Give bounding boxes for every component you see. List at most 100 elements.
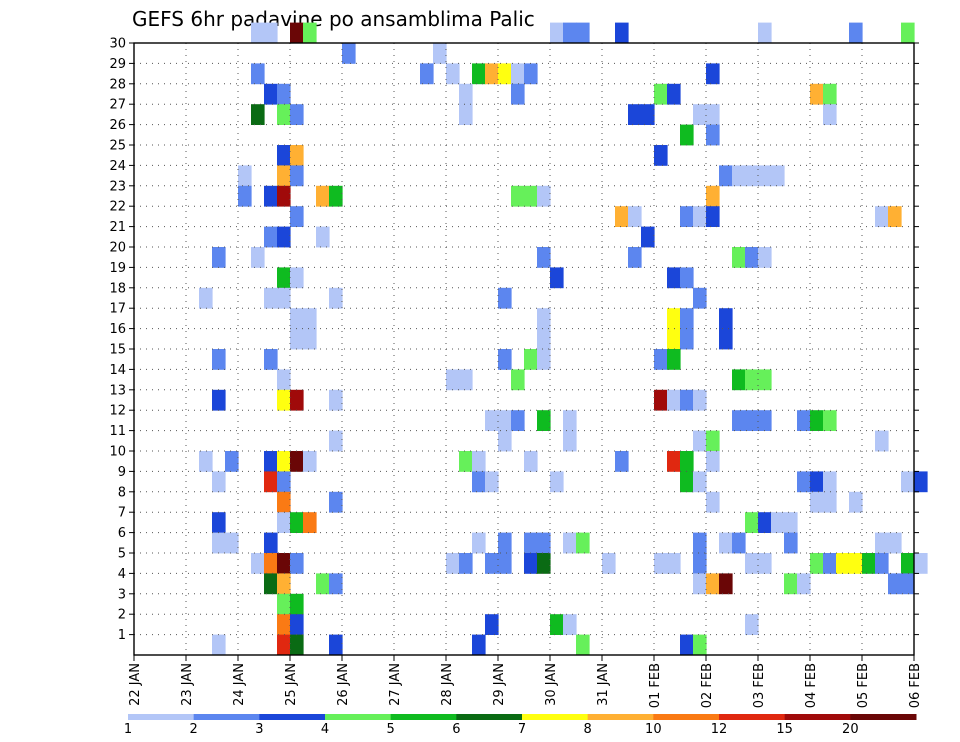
heatmap-cell	[693, 206, 707, 227]
y-tick-label: 23	[109, 179, 126, 194]
heatmap-cell	[537, 410, 551, 431]
legend-swatch	[325, 714, 392, 720]
heatmap-cell	[485, 471, 499, 493]
heatmap-cell	[290, 145, 304, 166]
heatmap-cell	[823, 553, 837, 574]
heatmap-cell	[758, 165, 772, 187]
heatmap-cell	[693, 389, 707, 411]
heatmap-cell	[732, 369, 746, 391]
heatmap-cell	[290, 165, 304, 187]
heatmap-cell	[875, 532, 889, 554]
heatmap-cell	[251, 104, 265, 125]
heatmap-cell	[771, 165, 785, 187]
heatmap-cell	[524, 185, 538, 207]
x-tick-label: 23 JAN	[180, 663, 195, 706]
heatmap-cell	[264, 185, 278, 207]
heatmap-cell	[472, 532, 486, 554]
heatmap-cell	[498, 553, 512, 574]
heatmap-cell	[290, 267, 304, 289]
heatmap-cell	[511, 83, 525, 105]
x-tick-label: 24 JAN	[232, 663, 247, 706]
heatmap-cell	[875, 430, 889, 452]
x-tick-label: 31 JAN	[596, 663, 611, 706]
heatmap-cell	[667, 83, 681, 105]
heatmap-cell	[901, 573, 915, 595]
legend-label: 3	[255, 722, 263, 737]
heatmap-cell	[810, 83, 824, 105]
y-tick-label: 30	[109, 37, 126, 52]
heatmap-cell	[758, 512, 772, 533]
heatmap-cell	[472, 471, 486, 493]
heatmap-cell	[485, 553, 499, 574]
heatmap-cell	[225, 532, 239, 554]
legend-swatch	[850, 714, 917, 720]
heatmap-cell	[719, 532, 733, 554]
heatmap-cell	[641, 104, 655, 125]
heatmap-cell	[290, 206, 304, 227]
heatmap-cell	[524, 349, 538, 370]
x-tick-label: 04 FEB	[804, 663, 819, 708]
x-tick-label: 25 JAN	[284, 663, 299, 706]
heatmap-cell	[329, 634, 343, 656]
heatmap-cell	[212, 471, 226, 493]
heatmap-cell	[693, 553, 707, 574]
heatmap-cell	[264, 573, 278, 595]
heatmap-cell	[654, 349, 668, 370]
heatmap-cell	[459, 83, 473, 105]
heatmap-cell	[316, 185, 330, 207]
heatmap-cell	[628, 104, 642, 125]
heatmap-cell	[537, 553, 551, 574]
heatmap-cell	[706, 124, 720, 146]
heatmap-cell	[485, 410, 499, 431]
heatmap-cell	[329, 389, 343, 411]
heatmap-cell	[446, 369, 460, 391]
heatmap-cell	[745, 369, 759, 391]
heatmap-cell	[225, 451, 239, 472]
heatmap-cell	[732, 247, 746, 268]
heatmap-cell	[251, 553, 265, 574]
heatmap-cell	[459, 553, 473, 574]
heatmap-cell	[693, 287, 707, 309]
y-tick-label: 21	[109, 220, 126, 235]
heatmap-cell	[277, 512, 291, 533]
heatmap-cell	[264, 451, 278, 472]
heatmap-cell	[459, 104, 473, 125]
heatmap-cell	[563, 532, 577, 554]
heatmap-cell	[303, 451, 317, 472]
heatmap-cell	[498, 349, 512, 370]
heatmap-cell	[277, 389, 291, 411]
heatmap-cell	[680, 471, 694, 493]
heatmap-cell	[277, 267, 291, 289]
heatmap-cell	[290, 308, 304, 329]
heatmap-cell	[706, 104, 720, 125]
heatmap-cell	[524, 553, 538, 574]
heatmap-cell	[498, 532, 512, 554]
heatmap-cell	[329, 185, 343, 207]
chart-title: GEFS 6hr padavine po ansamblima Palic	[132, 7, 535, 31]
heatmap-cell	[732, 165, 746, 187]
heatmap-cell	[576, 634, 590, 656]
y-tick-label: 14	[109, 363, 126, 378]
y-tick-label: 27	[109, 98, 126, 113]
y-tick-label: 3	[118, 587, 126, 602]
y-tick-label: 20	[109, 241, 126, 256]
heatmap-cell	[693, 104, 707, 125]
heatmap-cell	[277, 553, 291, 574]
heatmap-cell	[290, 104, 304, 125]
heatmap-cell	[693, 430, 707, 452]
heatmap-cell	[264, 471, 278, 493]
heatmap-cell	[758, 22, 772, 44]
heatmap-cell	[277, 226, 291, 248]
heatmap-cell	[563, 614, 577, 635]
heatmap-cell	[680, 328, 694, 350]
heatmap-cell	[472, 451, 486, 472]
heatmap-cell	[901, 471, 915, 493]
heatmap-cell	[810, 410, 824, 431]
cells-layer	[199, 22, 928, 656]
heatmap-cell	[745, 512, 759, 533]
heatmap-cell	[563, 22, 577, 44]
legend-label: 12	[711, 722, 728, 737]
heatmap-cell	[901, 22, 915, 44]
heatmap-cell	[810, 471, 824, 493]
heatmap-cell	[563, 410, 577, 431]
